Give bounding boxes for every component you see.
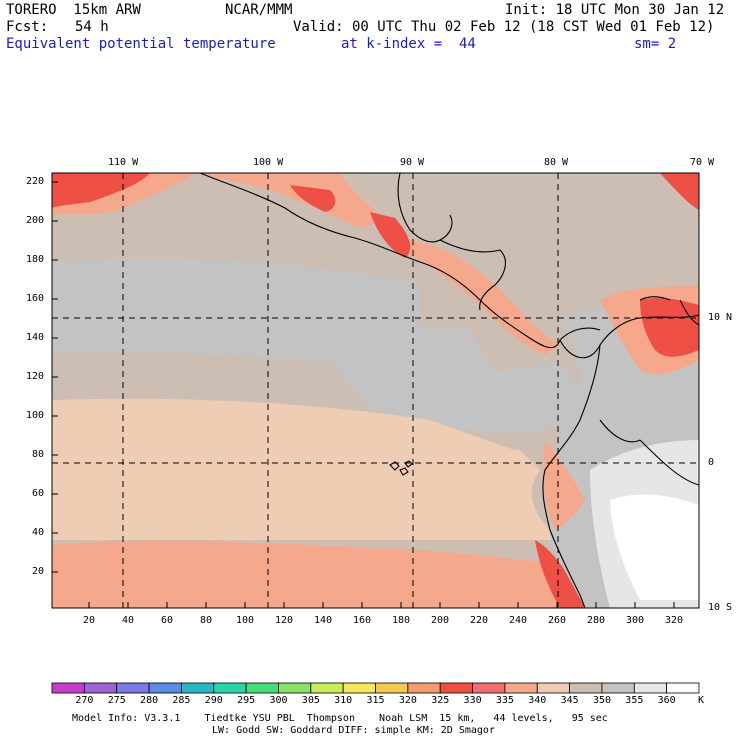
coastlines (199, 172, 700, 609)
smoothing-label: sm= 2 (634, 36, 677, 52)
colorbar-tick-label: 335 (495, 695, 514, 706)
colorbar-tick-label: 345 (560, 695, 579, 706)
colorbar-tick-label: 360 (657, 695, 676, 706)
colorbar-swatch (51, 682, 85, 694)
colorbar-tick-label: 320 (398, 695, 417, 706)
colorbar-swatch (310, 682, 344, 694)
y-tick-label: 120 (26, 371, 45, 382)
colorbar-swatch (116, 682, 150, 694)
colorbar-tick-label: 305 (301, 695, 320, 706)
theta-e-field (52, 173, 699, 608)
physics-info: LW: Godd SW: Goddard DIFF: simple KM: 2D… (212, 725, 495, 736)
colorbar-tick-label: 330 (463, 695, 482, 706)
lat-label: 10 S (708, 602, 733, 613)
colorbar-swatch (504, 682, 538, 694)
field-title: Equivalent potential temperature (6, 36, 276, 52)
model-info: Model Info: V3.3.1 Tiedtke YSU PBL Thomp… (72, 713, 608, 724)
colorbar-swatch (180, 682, 215, 694)
colorbar-swatch (342, 682, 376, 694)
x-tick-label: 100 (236, 615, 255, 626)
colorbar-swatch (245, 682, 279, 694)
colorbar-swatch (569, 682, 603, 694)
colorbar-tick-label: 270 (75, 695, 94, 706)
valid-time: Valid: 00 UTC Thu 02 Feb 12 (18 CST Wed … (293, 19, 715, 35)
y-tick-label: 40 (32, 527, 45, 538)
graticule (52, 173, 699, 608)
colorbar-tick-label: 340 (528, 695, 547, 706)
init-time: Init: 18 UTC Mon 30 Jan 12 (505, 2, 725, 18)
y-tick-label: 180 (26, 254, 45, 265)
x-tick-label: 160 (353, 615, 372, 626)
x-tick-label: 140 (314, 615, 333, 626)
colorbar-tick-label: 310 (334, 695, 353, 706)
x-tick-label: 280 (587, 615, 606, 626)
colorbar-swatch (601, 682, 635, 694)
lon-label: 70 W (690, 157, 715, 168)
colorbar-swatch (407, 682, 441, 694)
y-tick-label: 140 (26, 332, 45, 343)
colorbar-tick-label: 350 (592, 695, 611, 706)
lon-label: 110 W (108, 157, 139, 168)
fcst-label: Fcst: (6, 19, 49, 35)
colorbar-swatch (666, 682, 700, 694)
x-tick-label: 220 (470, 615, 489, 626)
colorbar-tick-label: 355 (625, 695, 644, 706)
colorbar-swatch (213, 682, 247, 694)
colorbar-swatch (633, 682, 668, 694)
lon-label: 90 W (400, 157, 425, 168)
y-tick-label: 20 (32, 566, 45, 577)
colorbar-tick-label: 280 (140, 695, 159, 706)
x-tick-label: 260 (548, 615, 567, 626)
colorbar-tick-label: 300 (269, 695, 288, 706)
colorbar-swatch (148, 682, 182, 694)
colorbar-swatch (278, 682, 312, 694)
x-tick-label: 180 (392, 615, 411, 626)
level-label: at k-index = 44 (341, 36, 476, 52)
lon-label: 80 W (544, 157, 569, 168)
y-tick-label: 60 (32, 488, 45, 499)
colorbar-tick-label: 325 (431, 695, 450, 706)
colorbar-tick-label: 295 (237, 695, 256, 706)
colorbar-tick-label: 315 (366, 695, 385, 706)
colorbar (51, 682, 700, 694)
org-label: NCAR/MMM (225, 2, 293, 18)
lat-label: 10 N (708, 312, 733, 323)
x-tick-label: 240 (509, 615, 528, 626)
colorbar-swatch (375, 682, 409, 694)
colorbar-swatch (536, 682, 570, 694)
model-name: TORERO 15km ARW (6, 2, 141, 18)
x-tick-label: 60 (161, 615, 174, 626)
lon-label: 100 W (253, 157, 284, 168)
y-tick-label: 200 (26, 215, 45, 226)
tick-marks (52, 181, 675, 608)
y-tick-label: 220 (26, 176, 45, 187)
x-tick-label: 20 (83, 615, 96, 626)
colorbar-tick-label: 290 (204, 695, 223, 706)
colorbar-swatch (83, 682, 118, 694)
x-tick-label: 40 (122, 615, 135, 626)
y-tick-label: 160 (26, 293, 45, 304)
x-tick-label: 120 (275, 615, 294, 626)
x-tick-label: 200 (431, 615, 450, 626)
colorbar-tick-label: 275 (107, 695, 126, 706)
fcst-hours: 54 h (75, 19, 109, 35)
colorbar-tick-label: 285 (172, 695, 191, 706)
lat-label: 0 (708, 457, 715, 468)
colorbar-swatch (472, 682, 506, 694)
x-tick-label: 80 (200, 615, 213, 626)
x-tick-label: 320 (665, 615, 684, 626)
x-tick-label: 300 (626, 615, 645, 626)
colorbar-swatch (439, 682, 473, 694)
map-frame (51, 172, 700, 609)
y-tick-label: 100 (26, 410, 45, 421)
y-tick-label: 80 (32, 449, 45, 460)
colorbar-unit: K (698, 695, 705, 706)
